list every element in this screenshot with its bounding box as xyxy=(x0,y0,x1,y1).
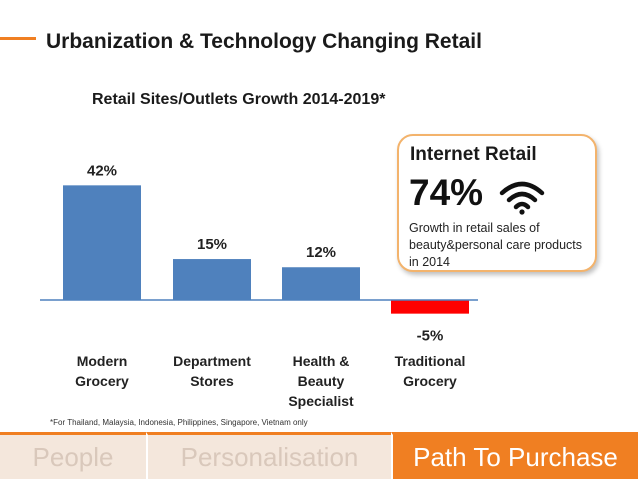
callout-value: 74% xyxy=(409,172,484,213)
bar-2 xyxy=(282,267,360,300)
category-label-2-1: Beauty xyxy=(298,373,345,389)
data-label-1: 15% xyxy=(197,236,227,253)
category-label-0-1: Grocery xyxy=(75,373,129,389)
category-label-3-1: Grocery xyxy=(403,373,457,389)
section-tabs: People Personalisation Path To Purchase xyxy=(0,432,638,479)
category-label-3-0: Traditional xyxy=(395,353,466,369)
slide-title: Urbanization & Technology Changing Retai… xyxy=(46,30,482,53)
wifi-icon xyxy=(499,181,545,215)
bar-3 xyxy=(391,300,469,314)
accent-line xyxy=(0,37,36,40)
category-label-2-0: Health & xyxy=(293,353,350,369)
category-label-2-2: Specialist xyxy=(288,393,354,409)
bar-1 xyxy=(173,259,251,300)
category-label-0-0: Modern xyxy=(77,353,128,369)
tab-personalisation[interactable]: Personalisation xyxy=(146,432,391,479)
internet-retail-callout: Internet Retail 74% Growth in retail sal… xyxy=(397,134,597,272)
data-label-3: -5% xyxy=(417,328,444,345)
tab-path-to-purchase[interactable]: Path To Purchase xyxy=(391,432,638,479)
data-label-0: 42% xyxy=(87,162,117,179)
bar-chart: 42% Modern Grocery 15% Department Stores 12% He… xyxy=(40,162,478,409)
category-label-1-1: Stores xyxy=(190,373,234,389)
bar-0 xyxy=(63,185,141,300)
data-label-2: 12% xyxy=(306,244,336,261)
callout-description: Growth in retail sales of beauty&persona… xyxy=(409,221,583,269)
callout-title: Internet Retail xyxy=(410,144,537,165)
category-label-1-0: Department xyxy=(173,353,251,369)
chart-title: Retail Sites/Outlets Growth 2014-2019* xyxy=(92,91,386,108)
footnote: *For Thailand, Malaysia, Indonesia, Phil… xyxy=(50,418,308,427)
tab-people[interactable]: People xyxy=(0,432,146,479)
